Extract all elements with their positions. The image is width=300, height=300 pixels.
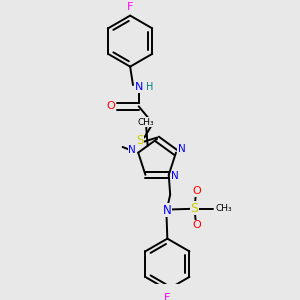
Text: F: F [127,2,133,12]
Text: CH₃: CH₃ [138,118,154,127]
Text: N: N [134,82,143,92]
Text: O: O [107,101,116,111]
Text: S: S [190,202,198,215]
Text: N: N [163,204,172,217]
Text: O: O [193,186,202,196]
Text: F: F [164,292,170,300]
Text: S: S [136,134,144,147]
Text: N: N [128,146,136,155]
Text: O: O [193,220,202,230]
Text: CH₃: CH₃ [215,204,232,213]
Text: N: N [178,144,185,154]
Text: H: H [146,82,154,92]
Text: N: N [171,171,179,181]
